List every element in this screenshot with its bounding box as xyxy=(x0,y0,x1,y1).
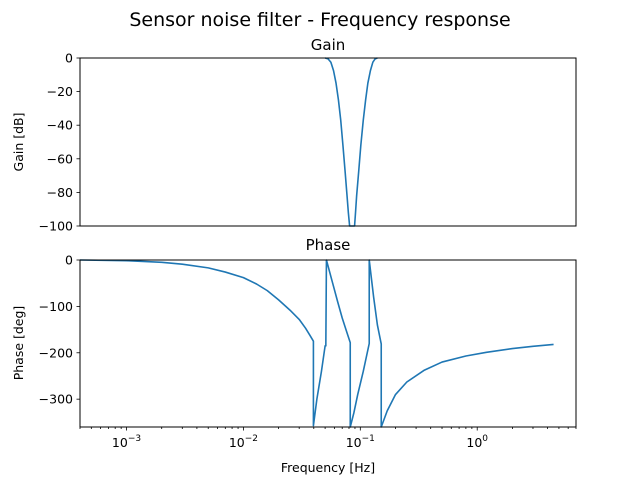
x-tick-label: 10−3 xyxy=(112,434,141,450)
gain-y-tick-label: −40 xyxy=(47,118,73,133)
x-tick-label-exponent: −2 xyxy=(245,434,258,444)
x-tick-label: 10−1 xyxy=(346,434,375,450)
phase-axes-frame xyxy=(79,259,577,428)
x-tick-label-exponent: 0 xyxy=(482,434,488,444)
gain-subplot-title: Gain xyxy=(311,36,346,54)
phase-y-tick-label: −100 xyxy=(39,299,73,314)
phase-y-tick-label: 0 xyxy=(65,253,73,268)
gain-y-tick-label: −80 xyxy=(47,185,73,200)
x-tick-label-base: 10 xyxy=(229,435,245,450)
phase-y-ticks: 0 −100 −200 −300 xyxy=(39,253,80,407)
x-axis-label: Frequency [Hz] xyxy=(281,460,375,475)
gain-y-tick-label: −100 xyxy=(39,219,73,234)
figure-title: Sensor noise filter - Frequency response xyxy=(129,9,510,31)
phase-y-tick-label: −200 xyxy=(39,345,73,360)
x-tick-label-base: 10 xyxy=(112,435,128,450)
x-tick-label-exponent: −3 xyxy=(128,434,141,444)
gain-subplot: Gain Gain [dB] 0 −20 −40 −60 −80 −100 xyxy=(11,36,577,234)
phase-y-tick-label: −300 xyxy=(39,392,73,407)
phase-y-axis-label: Phase [deg] xyxy=(11,306,26,381)
x-tick-label: 100 xyxy=(466,434,488,450)
gain-y-axis-label: Gain [dB] xyxy=(11,113,26,172)
phase-plot-area xyxy=(80,259,554,428)
phase-subplot-title: Phase xyxy=(306,236,351,254)
gain-y-tick-label: 0 xyxy=(65,51,73,66)
phase-response-curve xyxy=(80,259,554,428)
x-tick-label-base: 10 xyxy=(346,435,362,450)
phase-x-ticks: 10−3 10−2 10−1 100 xyxy=(79,427,577,450)
x-tick-label: 10−2 xyxy=(229,434,258,450)
phase-subplot: Phase Phase [deg] 0−100−200−300 10−3 10−2… xyxy=(11,236,577,450)
x-tick-label-base: 10 xyxy=(466,435,482,450)
gain-axes-frame xyxy=(79,57,577,227)
gain-y-ticks: 0 −20 −40 −60 −80 −100 xyxy=(39,51,80,234)
gain-y-tick-label: −20 xyxy=(47,84,73,99)
x-tick-label-exponent: −1 xyxy=(362,434,375,444)
gain-y-tick-label: −60 xyxy=(47,151,73,166)
